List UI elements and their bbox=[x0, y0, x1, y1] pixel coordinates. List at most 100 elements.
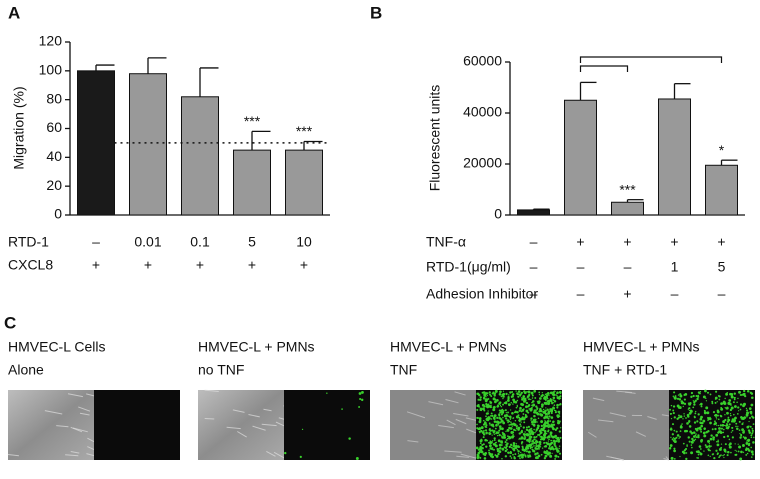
fluorescent-cell bbox=[741, 428, 745, 432]
fluorescent-cell bbox=[502, 390, 505, 392]
fluorescent-cell bbox=[527, 390, 531, 394]
micrographs bbox=[7, 389, 755, 461]
fluorescent-cell bbox=[499, 418, 503, 421]
fluorescent-cell bbox=[720, 443, 723, 445]
fluorescent-cell bbox=[556, 406, 559, 409]
row-value: – bbox=[577, 286, 585, 302]
fluorescent-cell bbox=[493, 429, 496, 433]
fluorescent-cell bbox=[535, 436, 537, 438]
fluorescent-cell bbox=[723, 454, 725, 456]
bracket bbox=[579, 65, 629, 72]
fluorescent-cell bbox=[492, 408, 496, 412]
fluorescent-cell bbox=[704, 389, 707, 393]
fluorescent-cell bbox=[553, 404, 556, 407]
fluorescent-cell bbox=[680, 426, 683, 429]
fluorescent-cell bbox=[699, 391, 702, 393]
fluorescent-cell bbox=[696, 450, 700, 454]
fluorescent-cell bbox=[489, 429, 492, 432]
fluorescent-cell bbox=[500, 420, 503, 422]
fluorescent-cell bbox=[553, 400, 557, 403]
cell-texture bbox=[87, 437, 95, 443]
fluorescent-cell bbox=[678, 398, 681, 401]
fluorescent-cell bbox=[555, 394, 557, 396]
fluorescent-cell bbox=[547, 426, 550, 429]
fluorescent-cell bbox=[558, 415, 560, 418]
fluorescent-cell bbox=[538, 391, 541, 394]
caption: TNF + RTD-1 bbox=[583, 362, 667, 378]
fluorescent-cell bbox=[697, 435, 700, 439]
fluorescent-cell bbox=[540, 395, 543, 397]
fluorescent-cell bbox=[696, 457, 698, 459]
fluorescent-cell bbox=[551, 440, 553, 442]
fluorescent-cell bbox=[693, 439, 696, 442]
row-label: TNF-α bbox=[426, 234, 466, 250]
row-value: – bbox=[624, 259, 632, 275]
fluorescent-cell bbox=[497, 423, 500, 426]
fluorescent-cell bbox=[676, 404, 680, 408]
fluorescent-cell bbox=[520, 421, 522, 423]
fluorescent-cell bbox=[738, 445, 742, 449]
fluorescent-cell bbox=[745, 454, 748, 456]
fluorescent-cell bbox=[509, 391, 512, 394]
cell-texture bbox=[610, 456, 624, 461]
bracket bbox=[579, 56, 723, 63]
fluorescent-cell bbox=[547, 402, 550, 406]
fluorescent-cell bbox=[512, 433, 514, 436]
fluorescent-cell bbox=[735, 425, 737, 428]
fluorescent-cell bbox=[550, 416, 554, 419]
fluorescent-cell bbox=[714, 396, 718, 400]
fluorescent-cell bbox=[740, 450, 743, 454]
fluorescent-cell bbox=[528, 403, 531, 407]
fluorescent-cell bbox=[483, 394, 487, 397]
fluorescent-cell bbox=[515, 390, 517, 392]
fluorescent-cell bbox=[547, 400, 549, 403]
fluorescent-cell bbox=[540, 424, 544, 428]
fluorescent-cell bbox=[517, 445, 520, 448]
fluorescent-cell bbox=[722, 454, 724, 457]
fluorescent-cell bbox=[549, 448, 552, 451]
fluorescent-cell bbox=[687, 408, 690, 410]
fluorescent-cell bbox=[485, 417, 489, 421]
fluorescent-cell bbox=[699, 448, 702, 450]
fluorescent-cell bbox=[501, 457, 503, 460]
fluorescent-cell bbox=[542, 437, 546, 441]
fluorescent-cell bbox=[554, 434, 558, 438]
fluorescent-cell bbox=[480, 438, 482, 440]
fluorescent-cell bbox=[695, 433, 697, 435]
fluorescent-cell bbox=[742, 431, 745, 434]
row-value: – bbox=[530, 286, 538, 302]
fluorescent-cell bbox=[746, 440, 748, 442]
fluorescent-cell bbox=[715, 416, 717, 419]
fluorescent-cell bbox=[488, 451, 491, 454]
fluorescent-cell bbox=[735, 450, 738, 452]
bar bbox=[517, 209, 550, 216]
fluorescent-cell bbox=[491, 453, 494, 456]
fluorescent-cell bbox=[514, 446, 518, 450]
fluorescent-cell bbox=[506, 399, 510, 402]
caption: HMVEC-L + PMNs bbox=[583, 339, 700, 355]
fluorescent-cell bbox=[536, 421, 538, 423]
fluorescent-cell bbox=[479, 442, 482, 445]
fluorescent-cell bbox=[685, 417, 687, 419]
fluorescent-cell bbox=[533, 389, 537, 393]
fluorescent-cell bbox=[533, 428, 535, 431]
fluorescent-cell bbox=[528, 437, 531, 441]
fluorescent-cell bbox=[533, 418, 536, 422]
fluorescent-cell bbox=[714, 401, 717, 404]
fluorescent-cell bbox=[746, 416, 748, 418]
bar bbox=[77, 70, 115, 216]
fluorescent-cell bbox=[547, 429, 550, 432]
fluorescent-cell bbox=[484, 422, 486, 425]
fluorescent-cell bbox=[735, 422, 738, 425]
fluorescent-cell bbox=[510, 446, 513, 449]
fluorescent-cell bbox=[714, 421, 718, 425]
bar bbox=[285, 149, 323, 216]
fluorescent-cell bbox=[546, 421, 549, 425]
fluorescent-cell bbox=[727, 418, 731, 422]
fluorescent-cell bbox=[680, 400, 684, 403]
fluorescent-cell bbox=[748, 449, 751, 452]
fluorescent-cell bbox=[737, 406, 740, 409]
fluorescent-cell bbox=[716, 453, 719, 456]
cell-texture bbox=[635, 431, 646, 437]
fluorescent-cell bbox=[537, 401, 541, 405]
